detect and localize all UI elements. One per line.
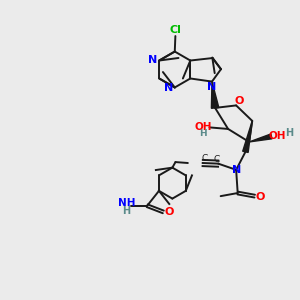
Text: O: O	[164, 207, 174, 217]
Polygon shape	[243, 121, 252, 152]
Text: N: N	[207, 82, 217, 92]
Text: OH: OH	[195, 122, 212, 132]
Text: N: N	[232, 165, 241, 175]
Polygon shape	[212, 82, 219, 108]
Text: O: O	[256, 192, 265, 202]
Text: N: N	[164, 83, 173, 93]
Text: H: H	[285, 128, 293, 138]
Text: Cl: Cl	[169, 26, 181, 35]
Polygon shape	[249, 134, 272, 142]
Text: H: H	[122, 206, 130, 216]
Text: OH: OH	[269, 131, 286, 141]
Text: O: O	[235, 96, 244, 106]
Text: N: N	[148, 55, 158, 65]
Text: NH: NH	[118, 198, 135, 208]
Text: C: C	[201, 154, 207, 163]
Text: C: C	[214, 155, 220, 164]
Text: H: H	[200, 129, 207, 138]
